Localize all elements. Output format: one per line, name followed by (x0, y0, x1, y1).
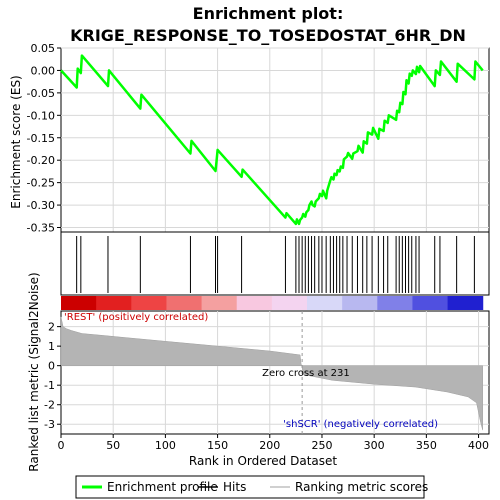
legend: Enrichment profile Hits Ranking metric sco… (82, 480, 428, 494)
es-y-tick-label: -0.20 (27, 154, 55, 167)
es-y-tick-label: -0.15 (27, 132, 55, 145)
x-tick-label: 300 (364, 439, 385, 452)
es-y-tick-label: -0.10 (27, 109, 55, 122)
metric-y-axis-label: Ranked list metric (Signal2Noise) (27, 272, 41, 471)
chart-title: Enrichment plot: (193, 4, 344, 23)
x-tick-label: 100 (155, 439, 176, 452)
heat-segment (201, 296, 238, 310)
enrichment-profile-line (60, 54, 484, 226)
heat-segment (342, 296, 378, 310)
heat-segment (307, 296, 343, 310)
x-tick-label: 200 (259, 439, 280, 452)
legend-label: Enrichment profile (107, 480, 218, 494)
x-axis-label: Rank in Ordered Dataset (189, 454, 337, 468)
metric-y-tick-label: 0 (48, 360, 55, 373)
es-y-tick-label: -0.05 (27, 87, 55, 100)
x-tick-label: 50 (106, 439, 120, 452)
es-gridlines (61, 47, 489, 232)
metric-y-axis: 2 1 0 -1 -2 -3 (44, 321, 61, 431)
positive-correlation-label: 'REST' (positively correlated) (64, 312, 208, 323)
heat-segment (61, 296, 97, 310)
es-panel (60, 47, 490, 233)
x-tick-label: 0 (58, 439, 65, 452)
es-y-tick-label: -0.30 (27, 199, 55, 212)
heat-segment (166, 296, 203, 310)
es-y-tick-label: -0.35 (27, 222, 55, 235)
ranking-metric-area (60, 311, 483, 434)
enrichment-profile-series (60, 54, 484, 226)
ranking-metric-fill (60, 316, 483, 431)
legend-label: Ranking metric scores (295, 480, 428, 494)
es-y-tick-label: 0.05 (31, 42, 56, 55)
metric-y-tick-label: 2 (48, 321, 55, 334)
zero-cross-label: Zero cross at 231 (262, 368, 350, 379)
heat-segment (96, 296, 132, 310)
es-y-tick-label: 0.00 (31, 64, 56, 77)
heat-segment (412, 296, 449, 310)
metric-y-tick-label: -1 (44, 379, 55, 392)
metric-y-tick-label: -2 (44, 399, 55, 412)
legend-label: Hits (223, 480, 246, 494)
x-tick-label: 250 (311, 439, 332, 452)
x-tick-label: 400 (468, 439, 489, 452)
metric-y-tick-label: 1 (48, 340, 55, 353)
heat-segment (236, 296, 273, 310)
heat-segment (131, 296, 167, 310)
heat-segment (377, 296, 413, 310)
es-y-axis: 0.05 0.00 -0.05 -0.10 -0.15 -0.20 -0.25 -0.30 -0… (27, 42, 61, 235)
metric-x-axis: 0 50 100 150 200 250 300 350 400 (58, 434, 489, 452)
x-tick-label: 150 (207, 439, 228, 452)
legend-box (75, 475, 425, 499)
heat-segment (447, 296, 484, 310)
rank-heat-bar (61, 296, 484, 310)
es-y-tick-label: -0.25 (27, 177, 55, 190)
metric-y-tick-label: -3 (44, 418, 55, 431)
x-tick-label: 350 (416, 439, 437, 452)
chart-title-line2: KRIGE_RESPONSE_TO_TOSEDOSTAT_6HR_DN (70, 26, 466, 45)
es-y-axis-label: Enrichment score (ES) (9, 75, 23, 208)
negative-correlation-label: 'shSCR' (negatively correlated) (283, 419, 438, 430)
hits-marks (76, 236, 475, 293)
hits-panel (60, 231, 490, 296)
heat-segment (271, 296, 308, 310)
